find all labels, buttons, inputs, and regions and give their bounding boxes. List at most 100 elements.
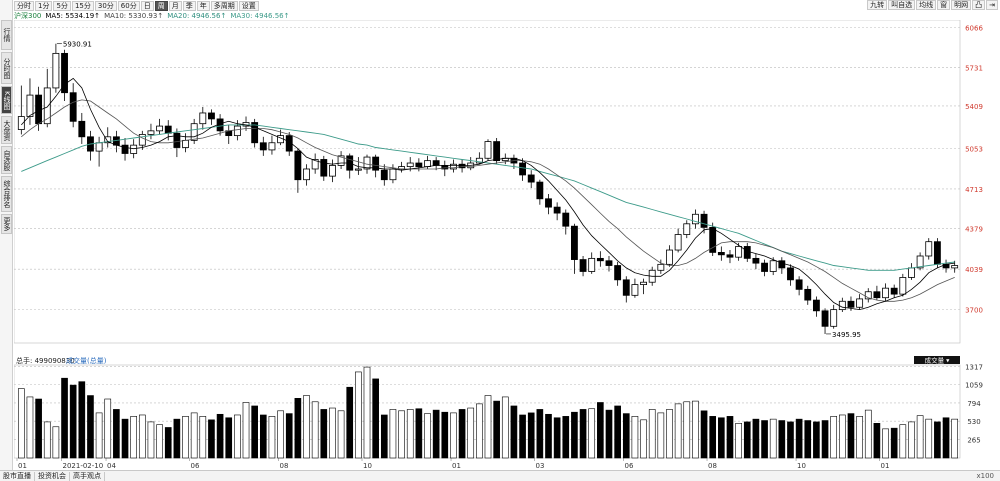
- volume-bar: [424, 413, 431, 459]
- candle-down: [752, 257, 760, 264]
- volume-bar: [571, 411, 578, 459]
- volume-bar: [199, 416, 207, 459]
- candle-up: [769, 260, 777, 272]
- volume-bar: [320, 409, 328, 459]
- toolbar-right-button-2[interactable]: 均线: [916, 0, 937, 10]
- period-button-5[interactable]: 60分: [117, 0, 140, 11]
- period-button-3[interactable]: 15分: [71, 0, 94, 11]
- volume-bar: [190, 412, 198, 459]
- volume-bar: [519, 414, 526, 459]
- volume-bar: [277, 410, 284, 459]
- volume-bar: [916, 415, 924, 459]
- candle-up: [657, 263, 665, 271]
- price-tick-label: 5053: [965, 145, 983, 153]
- volume-bar: [605, 409, 613, 459]
- period-button-2[interactable]: 5分: [53, 0, 71, 11]
- toolbar-right-button-0[interactable]: 九转: [867, 0, 888, 10]
- toolbar-right-button-4[interactable]: 明网: [951, 0, 972, 10]
- volume-bar: [450, 412, 457, 459]
- volume-tick-label: 530: [967, 418, 980, 426]
- candle-up: [156, 125, 164, 132]
- side-tab-5[interactable]: 综合排名: [1, 176, 12, 212]
- candle-up: [147, 130, 155, 135]
- toolbar-right-button-5[interactable]: 凸: [972, 0, 986, 10]
- candle-down: [493, 141, 501, 162]
- volume-bar: [268, 416, 276, 459]
- candle-down: [821, 310, 829, 327]
- period-button-6[interactable]: 日: [140, 0, 154, 11]
- high-annotation: 5930.91: [63, 41, 92, 49]
- side-tab-4[interactable]: 自选股: [1, 146, 12, 174]
- x-tick-label: 08: [708, 462, 717, 470]
- volume-bar: [346, 386, 354, 459]
- volume-unit-label: x100: [976, 472, 994, 480]
- volume-bar: [536, 409, 544, 459]
- volume-bar: [303, 395, 310, 459]
- candle-down: [320, 159, 328, 177]
- x-tick-label: 01: [18, 462, 27, 470]
- bottom-tab-opportunity[interactable]: 投资机会: [35, 471, 70, 481]
- candle-down: [173, 132, 181, 148]
- volume-bar: [527, 412, 535, 459]
- volume-tick-label: 1059: [965, 382, 983, 390]
- volume-bar: [597, 402, 604, 459]
- volume-bar: [501, 396, 509, 459]
- toolbar-right-button-6[interactable]: ⇥: [986, 0, 998, 10]
- side-tab-0[interactable]: 行情: [1, 20, 12, 50]
- volume-bar: [164, 427, 172, 459]
- period-button-11[interactable]: 多周期: [210, 0, 238, 11]
- volume-bar: [864, 409, 872, 459]
- candle-down: [709, 226, 717, 253]
- volume-bar: [614, 405, 621, 459]
- side-tab-3[interactable]: 大盘资料: [1, 116, 12, 144]
- x-tick-label: 10: [363, 462, 372, 470]
- side-tab-6[interactable]: 更多: [1, 214, 12, 234]
- low-annotation: 3495.95: [832, 331, 861, 339]
- candle-down: [787, 267, 794, 281]
- volume-bar: [17, 388, 25, 459]
- volume-bar: [182, 416, 189, 459]
- volume-dropdown-bg: [914, 356, 960, 364]
- volume-bar: [545, 413, 552, 459]
- period-button-1[interactable]: 1分: [35, 0, 53, 11]
- candle-up: [683, 223, 691, 235]
- period-button-7[interactable]: 周: [154, 0, 168, 11]
- volume-bar: [113, 409, 120, 459]
- volume-bar: [769, 418, 777, 459]
- candle-down: [432, 160, 440, 166]
- bottom-tab-live[interactable]: 股市直播: [0, 471, 35, 481]
- candle-up: [95, 142, 103, 152]
- toolbar-right-button-3[interactable]: 窗: [937, 0, 951, 10]
- ma-legend: 沪深300 MA5: 5534.19↑ MA10: 5330.93↑ MA20:…: [14, 11, 293, 21]
- volume-dropdown[interactable]: 成交量 ▾: [925, 356, 951, 365]
- period-button-4[interactable]: 30分: [94, 0, 117, 11]
- candle-down: [605, 260, 613, 266]
- period-button-8[interactable]: 月: [168, 0, 182, 11]
- candle-down: [259, 142, 267, 151]
- period-button-9[interactable]: 季: [182, 0, 196, 11]
- volume-bar: [78, 381, 86, 459]
- period-button-0[interactable]: 分时: [14, 0, 34, 11]
- kline-chart[interactable]: 3700 4039 4379 4713 5053 5409 5731 6066 265 530 79…: [14, 20, 1000, 470]
- volume-bar: [899, 424, 907, 459]
- volume-bar: [657, 412, 665, 459]
- side-tab-2[interactable]: K线图: [1, 86, 12, 114]
- x-tick-label: 06: [191, 462, 200, 470]
- volume-bar: [398, 410, 405, 459]
- candle-up: [475, 157, 483, 164]
- volume-bar: [337, 410, 345, 459]
- volume-bar: [622, 413, 630, 459]
- side-tab-1[interactable]: 分时图: [1, 52, 12, 84]
- candle-down: [812, 299, 820, 312]
- candle-down: [700, 213, 708, 228]
- candle-down: [761, 262, 768, 272]
- candle-up: [337, 155, 345, 166]
- period-button-10[interactable]: 年: [196, 0, 210, 11]
- period-button-12[interactable]: 设置: [238, 0, 259, 11]
- volume-bar: [890, 427, 898, 459]
- toolbar-right-button-1[interactable]: 叫自选: [888, 0, 916, 10]
- ma30-label: MA30: 4946.56↑: [230, 12, 290, 20]
- volume-bar: [579, 409, 587, 459]
- bottom-tab-experts[interactable]: 高手观点: [70, 471, 105, 481]
- candle-up: [631, 284, 639, 296]
